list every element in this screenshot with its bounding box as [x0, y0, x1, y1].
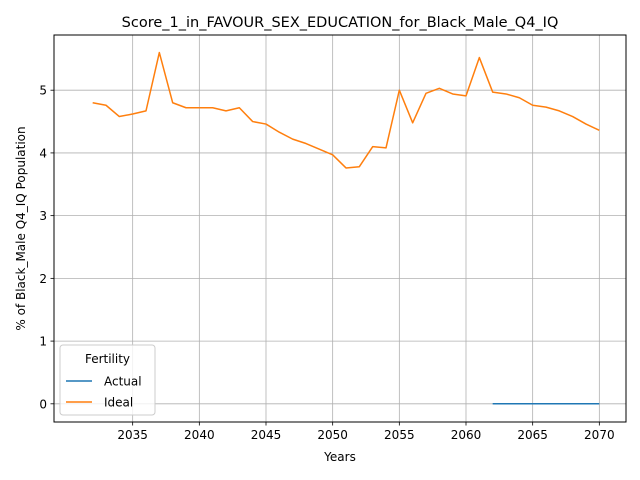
- legend-label-ideal: Ideal: [104, 396, 133, 410]
- x-tick-label: 2065: [517, 428, 548, 442]
- legend-items: Actual Ideal: [66, 375, 142, 410]
- x-axis-label: Years: [323, 450, 356, 464]
- y-tick-label: 5: [39, 84, 47, 98]
- legend-label-actual: Actual: [104, 375, 142, 389]
- legend-box: [59, 344, 156, 416]
- y-tick-label: 3: [39, 209, 47, 223]
- chart-title: Score_1_in_FAVOUR_SEX_EDUCATION_for_Blac…: [122, 15, 559, 31]
- plot-frame: [53, 34, 627, 423]
- x-tick-label: 2060: [451, 428, 482, 442]
- legend: Fertility Actual Ideal: [59, 344, 156, 416]
- y-tick-label: 1: [39, 335, 47, 349]
- ticks: 2035 2040 2045 2050 2055 2060 2065 2070 0 1 2 3 4 5: [39, 84, 614, 442]
- series-lines: [92, 51, 600, 405]
- grid: [54, 35, 626, 422]
- series-line-ideal: [92, 51, 600, 169]
- y-tick-label: 0: [39, 397, 47, 411]
- x-tick-label: 2040: [184, 428, 215, 442]
- legend-title: Fertility: [85, 352, 130, 366]
- x-tick-label: 2050: [317, 428, 348, 442]
- x-tick-label: 2055: [384, 428, 415, 442]
- x-tick-label: 2035: [117, 428, 148, 442]
- y-tick-label: 4: [39, 146, 47, 160]
- y-axis-label: % of Black_Male Q4_IQ Population: [14, 126, 28, 330]
- x-tick-label: 2045: [251, 428, 282, 442]
- y-tick-label: 2: [39, 272, 47, 286]
- x-tick-label: 2070: [584, 428, 615, 442]
